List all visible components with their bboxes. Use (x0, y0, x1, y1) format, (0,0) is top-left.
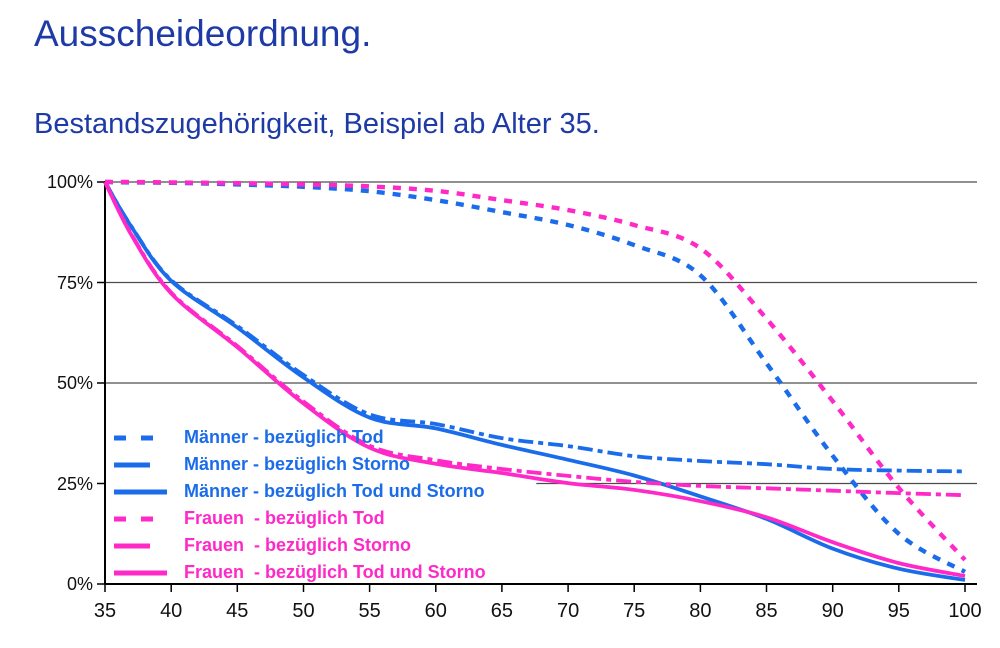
legend-line-sample (114, 489, 167, 494)
x-tick-label: 80 (689, 600, 712, 622)
x-tick-label: 70 (556, 600, 580, 622)
x-tick-label: 50 (292, 600, 315, 622)
y-tick-label: 25% (56, 473, 93, 494)
legend-item: Männer - bezüglich Storno (113, 451, 486, 478)
x-tick-label: 60 (424, 600, 447, 622)
x-tick-label: 45 (226, 600, 249, 622)
legend-item-label: Frauen - bezüglich Tod (184, 508, 385, 528)
page-title: Ausscheideordnung. (34, 13, 372, 54)
x-tick-label: 95 (887, 600, 910, 622)
x-tick-label: 65 (490, 600, 514, 622)
legend-line-sample (114, 435, 167, 440)
chart-legend: Männer - bezüglich Tod Männer - bezüglich… (113, 424, 486, 586)
x-tick-label: 35 (93, 600, 117, 622)
legend-item: Frauen - bezüglich Tod und Storno (113, 559, 486, 586)
x-tick-label: 90 (821, 600, 844, 622)
x-tick-label: 85 (755, 600, 778, 622)
legend-line-sample (114, 543, 167, 548)
y-tick-label: 50% (56, 373, 93, 393)
legend-item-label: Frauen - bezüglich Storno (184, 535, 412, 555)
series-line-1 (104, 179, 967, 574)
legend-item-label: Männer - bezüglich Storno (184, 454, 411, 474)
series-line-4 (104, 179, 967, 562)
legend-line-sample (114, 516, 167, 521)
chart-subtitle: Bestandszugehörigkeit, Beispiel ab Alter… (34, 108, 600, 140)
legend-item: Frauen - bezüglich Storno (113, 532, 486, 559)
x-tick-label: 40 (160, 600, 183, 622)
y-tick-label: 0% (66, 574, 93, 594)
legend-item: Männer - bezüglich Tod (113, 424, 486, 451)
legend-item: Frauen - bezüglich Tod (113, 505, 486, 532)
legend-item-label: Männer - bezüglich Tod und Storno (184, 481, 485, 501)
x-tick-label: 75 (623, 600, 646, 622)
legend-line-sample (114, 462, 167, 467)
legend-item: Männer - bezüglich Tod und Storno (113, 478, 486, 505)
legend-item-label: Frauen - bezüglich Tod und Storno (184, 562, 486, 582)
x-tick-label: 100 (948, 600, 982, 622)
series-line-6 (103, 181, 966, 578)
legend-line-sample (114, 570, 167, 575)
y-tick-label: 75% (56, 272, 93, 293)
x-tick-label: 55 (358, 600, 381, 622)
legend-item-label: Männer - bezüglich Tod (184, 427, 384, 447)
y-tick-label: 100% (46, 172, 93, 192)
series-line-3 (103, 181, 966, 582)
